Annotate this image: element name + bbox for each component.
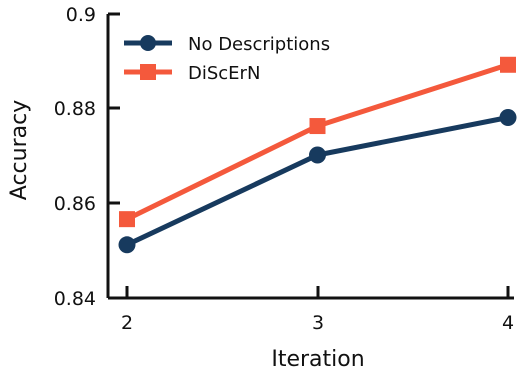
x-tick-label: 2 [121,312,133,334]
y-tick-label: 0.86 [54,193,96,215]
series-layer [118,56,517,254]
legend-marker-no-descriptions [140,35,156,51]
y-axis: 0.84 0.86 0.88 0.9 Accuracy [7,4,120,310]
y-axis-label: Accuracy [7,100,32,200]
series-line-discern [125,62,509,222]
legend: No Descriptions DiScErN [124,34,330,84]
data-point-discern [309,118,326,135]
legend-label-no-descriptions: No Descriptions [188,34,330,55]
data-point-discern [500,56,516,73]
x-axis: 2 3 4 Iteration [108,286,514,372]
data-point-discern [119,211,135,228]
data-point-no-descriptions [309,146,326,164]
series-line-no-descriptions [125,115,509,248]
y-tick-label: 0.9 [66,4,96,26]
x-tick-label: 3 [312,312,324,334]
y-tick-label: 0.84 [54,288,96,310]
data-point-no-descriptions [118,236,136,254]
y-tick-label: 0.88 [54,98,96,120]
data-point-no-descriptions [499,109,517,126]
legend-marker-discern [140,64,156,80]
legend-label-discern: DiScErN [188,63,260,84]
x-tick-label: 4 [502,312,514,334]
x-axis-label: Iteration [271,347,364,372]
